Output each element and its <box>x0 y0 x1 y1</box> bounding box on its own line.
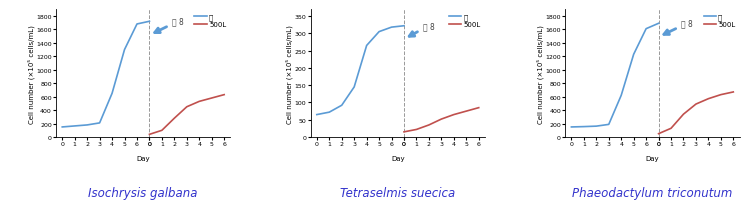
X-axis label: Day: Day <box>137 155 150 161</box>
Text: Isochrysis galbana: Isochrysis galbana <box>88 186 198 199</box>
Legend: 引, 500L: 引, 500L <box>703 14 736 28</box>
Y-axis label: Cell number (×10⁵ cells/mL): Cell number (×10⁵ cells/mL) <box>28 24 35 123</box>
Text: 引 8: 引 8 <box>664 20 692 35</box>
Text: 引 8: 引 8 <box>409 22 435 37</box>
Text: 引 8: 引 8 <box>155 18 184 34</box>
Legend: 引, 500L: 引, 500L <box>448 14 482 28</box>
Y-axis label: Cell number (×10⁵ cells/mL): Cell number (×10⁵ cells/mL) <box>286 24 294 123</box>
Text: Phaeodactylum triconutum: Phaeodactylum triconutum <box>572 186 733 199</box>
X-axis label: Day: Day <box>645 155 659 161</box>
Y-axis label: Cell number (×10⁵ cells/mL): Cell number (×10⁵ cells/mL) <box>536 24 544 123</box>
Legend: 引, 500L: 引, 500L <box>193 14 227 28</box>
Text: Tetraselmis suecica: Tetraselmis suecica <box>340 186 456 199</box>
X-axis label: Day: Day <box>391 155 405 161</box>
